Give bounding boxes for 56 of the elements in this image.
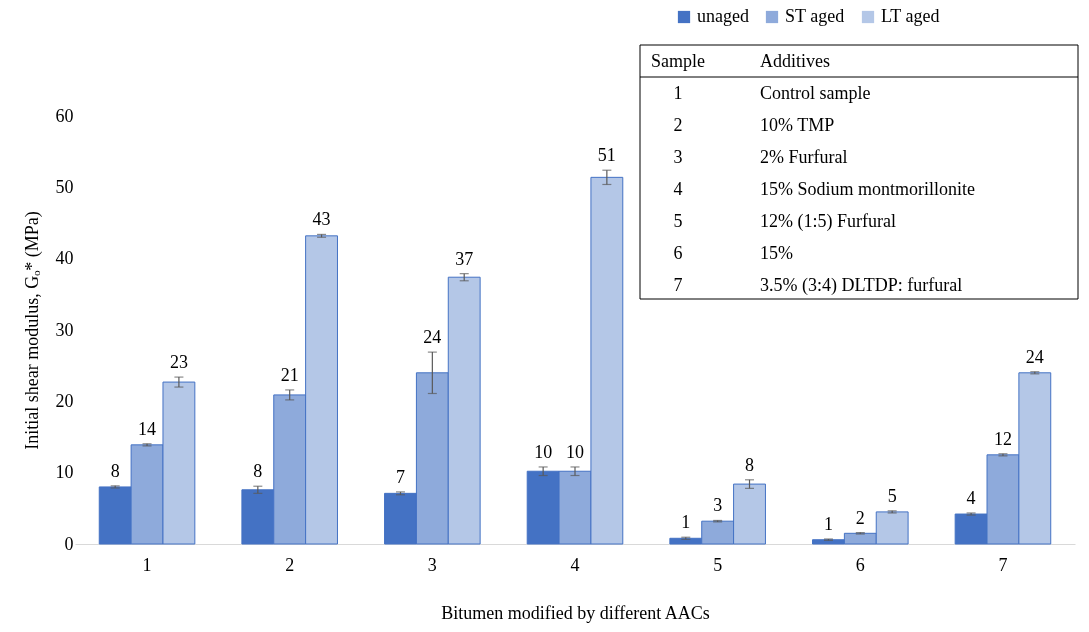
text: Sample xyxy=(651,51,705,71)
data-label: 21 xyxy=(280,364,299,385)
annotation: 15% xyxy=(760,243,793,263)
data-label: 4 xyxy=(966,487,976,508)
legend-label: unaged xyxy=(697,6,749,26)
y-tick-label: 10 xyxy=(55,462,74,483)
data-label: 3 xyxy=(713,495,723,516)
data-label: 23 xyxy=(169,352,188,373)
text: Control sample xyxy=(760,83,871,103)
text: Additives xyxy=(760,51,830,71)
x-tick-label: 1 xyxy=(142,554,152,575)
data-label: 10 xyxy=(566,441,584,462)
x-tick-label: 3 xyxy=(427,554,437,575)
annotation: 5 xyxy=(673,211,683,231)
legend-label: ST aged xyxy=(785,6,845,26)
annotation: 6 xyxy=(673,243,683,263)
data-label: 7 xyxy=(395,466,405,487)
legend-label: LT aged xyxy=(881,6,940,26)
data-label: 51 xyxy=(597,145,616,166)
y-tick-label: 50 xyxy=(55,176,74,197)
y-tick-label: 0 xyxy=(64,533,74,554)
data-label: 8 xyxy=(110,460,120,481)
x-tick-label: 2 xyxy=(285,554,295,575)
annotation: 10% TMP xyxy=(760,115,835,135)
annotation: 3.5% (3:4) DLTDP: furfural xyxy=(760,275,963,296)
y-axis-title: Initial shear modulus, Gₒ* (MPa) xyxy=(21,211,43,450)
data-label: 2 xyxy=(855,507,865,528)
annotation: 7 xyxy=(673,275,683,295)
y-tick-label: 30 xyxy=(55,319,74,340)
data-label: 24 xyxy=(1025,346,1044,367)
data-label: 8 xyxy=(745,454,755,475)
annotation: 12% (1:5) Furfural xyxy=(760,211,896,232)
data-label: 14 xyxy=(138,418,157,439)
y-tick-label: 60 xyxy=(55,105,74,126)
data-label: 1 xyxy=(681,512,691,533)
data-label: 1 xyxy=(823,514,833,535)
y-tick-label: 40 xyxy=(55,248,74,269)
data-label: 12 xyxy=(993,428,1012,449)
x-tick-label: 4 xyxy=(570,554,580,575)
annotation: 4 xyxy=(673,179,683,199)
x-tick-label: 7 xyxy=(998,554,1008,575)
annotation: 2 xyxy=(673,115,683,135)
x-axis-title: Bitumen modified by different AACs xyxy=(441,602,710,623)
data-label: 43 xyxy=(312,209,331,230)
annotation: 3 xyxy=(673,147,683,167)
x-tick-label: 5 xyxy=(713,554,723,575)
text: 1 xyxy=(673,83,683,103)
data-label: 5 xyxy=(887,485,897,506)
x-tick-label: 6 xyxy=(855,554,865,575)
data-label: 8 xyxy=(253,461,263,482)
data-label: 10 xyxy=(534,441,553,462)
y-tick-label: 20 xyxy=(55,390,74,411)
annotation: 15% Sodium montmorillonite xyxy=(760,179,976,199)
annotation: 2% Furfural xyxy=(760,147,848,167)
data-label: 37 xyxy=(455,248,474,269)
data-label: 24 xyxy=(423,327,442,348)
